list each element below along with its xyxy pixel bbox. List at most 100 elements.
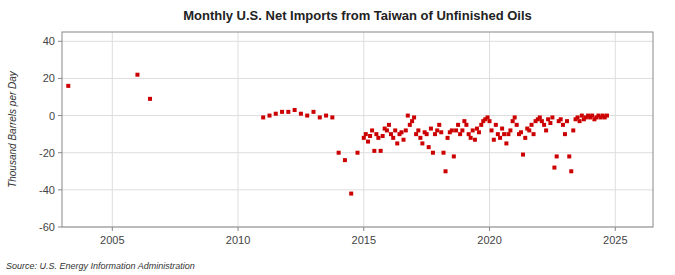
point (523, 136, 527, 140)
point (330, 115, 334, 119)
point (400, 130, 404, 134)
point (362, 136, 366, 140)
point (565, 119, 569, 123)
point (513, 115, 517, 119)
point (435, 128, 439, 132)
point (267, 114, 271, 118)
point (532, 132, 536, 136)
point (469, 136, 473, 140)
point (464, 123, 468, 127)
tick-mark (58, 41, 62, 42)
point (580, 114, 584, 118)
point (471, 128, 475, 132)
point (506, 132, 510, 136)
point (540, 119, 544, 123)
tick-mark (615, 227, 616, 231)
grid-line (112, 32, 113, 227)
chart: Monthly U.S. Net Imports from Taiwan of … (0, 0, 675, 275)
point (404, 128, 408, 132)
point (324, 114, 328, 118)
point (488, 119, 492, 123)
axis-label: Thousand Barrels per Day (7, 70, 18, 188)
tick-mark (112, 227, 113, 231)
point (311, 110, 315, 114)
title: Monthly U.S. Net Imports from Taiwan of … (183, 8, 532, 23)
point (530, 123, 534, 127)
point (431, 151, 435, 155)
tick-mark (58, 78, 62, 79)
point (299, 112, 303, 116)
point (66, 84, 70, 88)
point (502, 132, 506, 136)
tick-mark (363, 227, 364, 231)
grid-line (62, 189, 653, 190)
point (148, 97, 152, 101)
point (442, 151, 446, 155)
point (544, 128, 548, 132)
grid-line (615, 32, 616, 227)
point (286, 110, 290, 114)
grid (62, 32, 653, 227)
tick-label: -60 (39, 221, 55, 233)
point (454, 128, 458, 132)
tick-label: 20 (43, 72, 55, 84)
point (427, 145, 431, 149)
tick-label: 2015 (352, 234, 376, 246)
point (492, 138, 496, 142)
point (590, 114, 594, 118)
tick-label: 2010 (226, 234, 250, 246)
point (511, 119, 515, 123)
point (433, 132, 437, 136)
point (456, 123, 460, 127)
point (548, 121, 552, 125)
point (406, 114, 410, 118)
point (555, 154, 559, 158)
point (550, 115, 554, 119)
tick-label: 2020 (477, 234, 501, 246)
point (490, 128, 494, 132)
point (519, 130, 523, 134)
grid-line (238, 32, 239, 227)
point (460, 128, 464, 132)
tick-mark (238, 227, 239, 231)
point (391, 136, 395, 140)
point (387, 123, 391, 127)
points (66, 73, 609, 196)
point (479, 123, 483, 127)
point (135, 73, 139, 77)
axes: -60-40-200204020052010201520202025 (39, 35, 627, 246)
point (500, 127, 504, 131)
grid-line (62, 41, 653, 42)
point (563, 132, 567, 136)
point (515, 123, 519, 127)
tick-mark (489, 227, 490, 231)
point (389, 132, 393, 136)
point (462, 119, 466, 123)
point (450, 128, 454, 132)
point (475, 127, 479, 131)
point (280, 110, 284, 114)
point (467, 132, 471, 136)
point (420, 141, 424, 145)
point (418, 136, 422, 140)
point (368, 134, 372, 138)
point (439, 130, 443, 134)
annotation: Source: U.S. Energy Information Administ… (6, 261, 195, 271)
point (376, 136, 380, 140)
point (293, 108, 297, 112)
point (504, 141, 508, 145)
tick-mark (58, 115, 62, 116)
point (498, 136, 502, 140)
point (496, 132, 500, 136)
point (559, 117, 563, 121)
tick-label: 40 (43, 35, 55, 47)
point (546, 117, 550, 121)
grid-line (62, 78, 653, 79)
point (356, 151, 360, 155)
tick-label: 2005 (100, 234, 124, 246)
point (408, 123, 412, 127)
point (552, 166, 556, 170)
point (402, 138, 406, 142)
point (381, 134, 385, 138)
point (561, 123, 565, 127)
